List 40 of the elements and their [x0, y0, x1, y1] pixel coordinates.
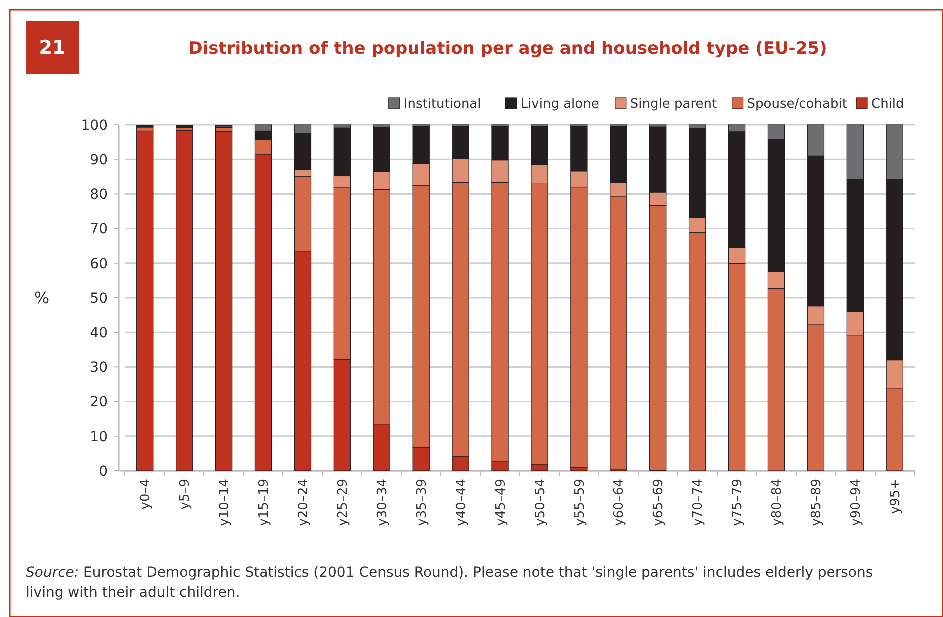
legend-label: Living alone: [520, 97, 600, 112]
x-tick-label: y45–49: [494, 479, 509, 526]
legend-label: Child: [872, 97, 904, 112]
x-tick-label: y40–44: [454, 479, 470, 526]
legend-label: Institutional: [404, 97, 482, 112]
x-tick-label: y25–29: [336, 479, 351, 526]
x-tick-label: y55–59: [572, 479, 588, 526]
x-tick-label: y30–34: [375, 479, 390, 526]
x-tick-label: y35–39: [414, 479, 430, 526]
x-tick-label: y20–24: [296, 479, 312, 526]
x-tick-label: y10–14: [218, 479, 233, 526]
x-tick-label: y15–19: [257, 479, 272, 526]
legend-label: Single parent: [630, 97, 718, 112]
source-note: Source: Eurostat Demographic Statistics (2001 Census Round). Please note that 'single parents' includes elderly persons living with their adult children.: [26, 565, 874, 601]
y-tick-label: 60: [90, 256, 108, 272]
x-tick-label: y50–54: [533, 479, 548, 526]
y-tick-label: 0: [99, 464, 108, 480]
y-tick-label: 90: [90, 152, 108, 168]
y-tick-label: 10: [90, 429, 108, 446]
x-tick-label: y75–79: [730, 479, 746, 526]
chart-title: Distribution of the population per age and household type (EU-25): [188, 39, 828, 59]
y-axis-title: %: [34, 288, 50, 308]
x-tick-label: y95+: [888, 479, 904, 514]
x-tick-label: y60–64: [612, 479, 628, 526]
y-tick-label: 50: [90, 290, 108, 307]
y-tick-label: 100: [81, 118, 108, 134]
y-tick-label: 40: [90, 326, 108, 342]
x-tick-label: y80–84: [770, 479, 786, 526]
y-tick-label: 80: [90, 187, 108, 204]
y-tick-label: 30: [90, 360, 108, 376]
x-tick-label: y85–89: [810, 479, 825, 526]
x-tick-label: y70–74: [691, 479, 706, 526]
y-tick-label: 70: [90, 222, 108, 238]
x-tick-label: y90–94: [848, 479, 864, 526]
x-tick-label: y5–9: [178, 479, 194, 510]
x-tick-label: y65–69: [652, 479, 667, 526]
legend-label: Spouse/cohabit: [747, 97, 848, 112]
text: 21: [39, 37, 66, 59]
x-tick-label: y0–4: [138, 479, 154, 510]
y-tick-label: 20: [90, 394, 108, 411]
